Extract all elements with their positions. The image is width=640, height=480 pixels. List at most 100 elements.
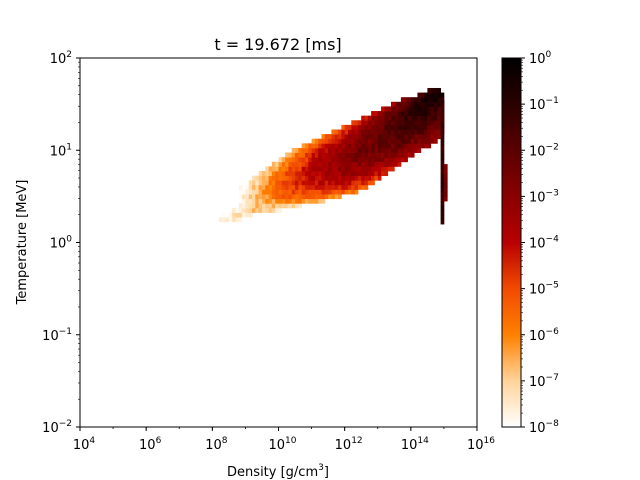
heatmap-cell — [258, 175, 263, 181]
heatmap-cell — [281, 198, 286, 204]
y-tick-label: 10−2 — [42, 419, 72, 436]
heatmap-cell — [248, 203, 253, 209]
heatmap-cell — [374, 120, 379, 126]
colorbar-tick-label: 100 — [529, 50, 552, 67]
heatmap-cell — [384, 120, 389, 126]
heatmap-cell — [387, 106, 392, 112]
heatmap-cell — [390, 106, 395, 112]
heatmap-cell — [301, 157, 306, 163]
heatmap-cell — [400, 111, 405, 117]
heatmap-cell — [397, 134, 402, 140]
heatmap-cell — [347, 143, 352, 149]
heatmap-cell — [242, 189, 246, 195]
heatmap-cell — [424, 101, 428, 107]
heatmap-cell — [384, 157, 389, 163]
heatmap-cell — [371, 120, 375, 126]
heatmap-cell — [328, 189, 332, 195]
heatmap-cell — [288, 152, 293, 158]
heatmap-cell — [440, 205, 445, 211]
heatmap-cell — [354, 175, 359, 181]
heatmap-cell — [351, 184, 355, 190]
heatmap-cell — [331, 189, 336, 195]
heatmap-cell — [331, 184, 336, 190]
heatmap-cell — [437, 87, 442, 93]
heatmap-cell — [334, 147, 339, 153]
heatmap-cell — [252, 189, 256, 195]
heatmap-cell — [420, 138, 425, 144]
heatmap-cell — [384, 129, 389, 135]
heatmap-cell — [324, 171, 329, 177]
heatmap-cell — [255, 207, 260, 213]
heatmap-cell — [361, 166, 365, 172]
heatmap-cell — [394, 101, 398, 107]
heatmap-cell — [261, 171, 266, 177]
heatmap-cell — [324, 180, 329, 186]
heatmap-cell — [314, 161, 319, 167]
heatmap-cell — [381, 120, 385, 126]
heatmap-cell — [387, 157, 392, 163]
heatmap-cell — [404, 101, 408, 107]
heatmap-cell — [377, 175, 382, 181]
heatmap-cell — [311, 138, 316, 144]
heatmap-cell — [347, 189, 352, 195]
heatmap-cell — [404, 134, 408, 140]
heatmap-cell — [268, 184, 273, 190]
heatmap-cell — [351, 143, 355, 149]
heatmap-cell — [400, 115, 405, 121]
heatmap-cell — [351, 134, 355, 140]
heatmap-cell — [390, 152, 395, 158]
heatmap-cell — [433, 101, 438, 107]
heatmap-cell — [308, 147, 312, 153]
heatmap-cell — [420, 143, 425, 149]
heatmap-cell — [437, 101, 442, 107]
heatmap-cell — [338, 161, 342, 167]
heatmap-cell — [400, 106, 405, 112]
heatmap-cell — [291, 166, 296, 172]
colorbar — [502, 58, 521, 427]
chart-title: t = 19.672 [ms] — [214, 35, 341, 54]
heatmap-cell — [311, 157, 316, 163]
heatmap-cell — [265, 207, 269, 213]
heatmap-cell — [377, 171, 382, 177]
heatmap-cell — [331, 129, 336, 135]
y-tick-label: 101 — [50, 142, 72, 159]
heatmap-cell — [258, 184, 263, 190]
heatmap-cell — [400, 101, 405, 107]
heatmap-cell — [242, 203, 246, 209]
heatmap-cell — [357, 120, 362, 126]
heatmap-cell — [278, 171, 283, 177]
heatmap-cell — [371, 134, 375, 140]
heatmap-cell — [245, 180, 250, 186]
heatmap-cell — [318, 171, 322, 177]
heatmap-cell — [367, 157, 372, 163]
heatmap-cell — [347, 129, 352, 135]
heatmap-cell — [228, 212, 233, 218]
heatmap-cell — [321, 166, 326, 172]
heatmap-cell — [377, 120, 382, 126]
heatmap-cell — [390, 129, 395, 135]
heatmap-cell — [265, 175, 269, 181]
heatmap-cell — [417, 92, 422, 98]
heatmap-cell — [324, 166, 329, 172]
heatmap-cell — [301, 198, 306, 204]
heatmap-cell — [400, 157, 405, 163]
heatmap-cell — [430, 124, 435, 130]
heatmap-cell — [377, 129, 382, 135]
heatmap-cell — [354, 189, 359, 195]
heatmap-cell — [331, 166, 336, 172]
heatmap-cell — [404, 111, 408, 117]
heatmap-cell — [414, 138, 418, 144]
heatmap-cell — [304, 157, 309, 163]
heatmap-cell — [288, 161, 293, 167]
heatmap-cell — [377, 138, 382, 144]
heatmap-cell — [321, 180, 326, 186]
heatmap-cell — [308, 180, 312, 186]
heatmap-cell — [367, 134, 372, 140]
heatmap-cell — [278, 166, 283, 172]
heatmap-cell — [390, 138, 395, 144]
heatmap-cell — [367, 129, 372, 135]
heatmap-cell — [285, 166, 289, 172]
heatmap-cell — [252, 194, 256, 200]
heatmap-cell — [394, 161, 398, 167]
